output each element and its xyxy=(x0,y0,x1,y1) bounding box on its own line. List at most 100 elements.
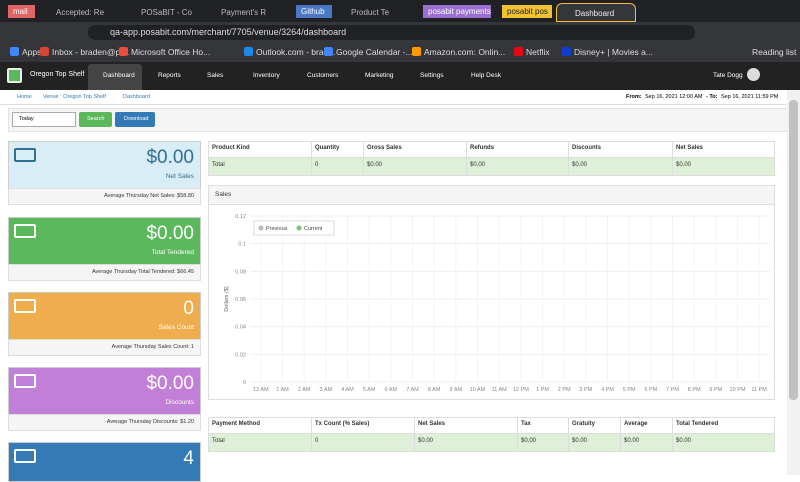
url-text[interactable]: qa-app.posabit.com/merchant/7705/venue/3… xyxy=(110,27,347,37)
bookmark-icon[interactable] xyxy=(40,47,49,56)
col-line xyxy=(466,141,467,176)
avatar[interactable] xyxy=(747,68,760,81)
table-header: Gratuity xyxy=(572,421,596,427)
bookmark[interactable]: Google Calendar -... xyxy=(336,47,413,57)
x-tick-label: 3 AM xyxy=(320,387,333,393)
x-tick-label: 3 PM xyxy=(579,387,592,393)
bookmark[interactable]: Apps xyxy=(22,47,42,57)
card-label: Net Sales xyxy=(165,173,194,180)
table-header: Net Sales xyxy=(676,145,704,151)
x-tick-label: 1 PM xyxy=(536,387,549,393)
bookmark[interactable]: Netflix xyxy=(526,47,550,57)
total-row xyxy=(209,158,774,175)
table-header: Discounts xyxy=(572,145,602,151)
col-line xyxy=(620,417,621,452)
table-cell: $0.00 xyxy=(470,162,486,168)
download-button[interactable]: Download xyxy=(115,112,155,127)
col-line xyxy=(672,141,673,176)
bookmark-icon[interactable] xyxy=(10,47,19,56)
card-icon xyxy=(14,449,36,463)
search-button[interactable]: Search xyxy=(79,112,112,127)
breadcrumb-item[interactable]: Dashboard xyxy=(123,94,150,100)
nav-item[interactable]: Help Desk xyxy=(471,72,501,79)
browser-tab[interactable]: Payment's R xyxy=(221,8,267,17)
legend-box xyxy=(253,220,335,236)
panel xyxy=(208,185,775,400)
col-line xyxy=(311,417,312,452)
bookmark-icon[interactable] xyxy=(119,47,128,56)
x-tick-label: 9 AM xyxy=(450,387,463,393)
bookmark[interactable]: Microsoft Office Ho... xyxy=(131,47,211,57)
address-bar[interactable] xyxy=(88,25,695,40)
reading-list[interactable]: Reading list xyxy=(752,47,797,57)
nav-item[interactable]: Marketing xyxy=(365,72,394,79)
card-icon xyxy=(14,224,36,238)
card-value: 0 xyxy=(183,298,194,319)
x-tick-label: 1 AM xyxy=(276,387,289,393)
bookmark-icon[interactable] xyxy=(412,47,421,56)
card-footer xyxy=(8,188,201,205)
nav-active-bg xyxy=(88,64,142,90)
breadcrumb-item[interactable]: Venue : Oregon Top Shelf xyxy=(43,94,106,100)
bookmark-icon[interactable] xyxy=(562,47,571,56)
x-tick-label: 9 PM xyxy=(709,387,722,393)
bookmark[interactable]: Amazon.com: Onlin... xyxy=(424,47,506,57)
period-select[interactable]: Today xyxy=(12,112,76,127)
browser-tab[interactable]: Dashboard xyxy=(556,3,636,22)
x-tick-label: 11 PM xyxy=(751,387,767,393)
browser-tab[interactable]: posabit pos xyxy=(502,5,552,18)
card-label: Sales Count xyxy=(158,324,194,331)
y-tick-label: 0.04 xyxy=(235,325,246,331)
panel-title: Sales xyxy=(215,191,232,198)
browser-tab[interactable]: mail xyxy=(8,5,35,18)
x-tick-label: 11 AM xyxy=(492,387,508,393)
y-tick-label: 0.12 xyxy=(235,214,246,220)
card-value: $0.00 xyxy=(146,373,194,394)
date-value: Sep 16, 2021 12:00 AM xyxy=(645,94,703,100)
table-cell: Total xyxy=(212,438,225,444)
card-footer-text: Average Thursday Sales Count: 1 xyxy=(111,344,194,350)
nav-item[interactable]: Customers xyxy=(307,72,339,79)
logo[interactable] xyxy=(7,68,22,83)
row-line xyxy=(208,433,775,434)
browser-tab[interactable]: Accepted: Re xyxy=(56,8,105,17)
bookmark[interactable]: Outlook.com - brad... xyxy=(256,47,336,57)
nav-item[interactable]: Reports xyxy=(158,72,181,79)
nav-item[interactable]: Settings xyxy=(420,72,444,79)
date-value: Sep 16, 2021 11:59 PM xyxy=(721,94,779,100)
x-tick-label: 7 PM xyxy=(666,387,679,393)
breadcrumb-item[interactable]: Home xyxy=(17,94,32,100)
nav-item[interactable]: Sales xyxy=(207,72,224,79)
sales-chart: 0.12 0.1 0.08 0.06 0.04 0.02 0 12 AM 1 AM 2 AM 3 A… xyxy=(224,214,770,393)
card-value: 4 xyxy=(183,448,194,469)
browser-tab[interactable]: POSaBIT - Co xyxy=(141,8,192,17)
row-line xyxy=(208,157,775,158)
nav-item[interactable]: Dashboard xyxy=(103,72,135,79)
bookmark-icon[interactable] xyxy=(324,47,333,56)
nav-item[interactable]: Inventory xyxy=(253,72,280,79)
x-tick-label: 10 PM xyxy=(730,387,746,393)
user-name[interactable]: Tate Dogg xyxy=(713,72,743,79)
table-header: Net Sales xyxy=(418,421,446,427)
card-footer-text: Average Thursday Net Sales: $58.80 xyxy=(104,193,194,199)
bookmark-icon[interactable] xyxy=(514,47,523,56)
brand[interactable]: Oregon Top Shelf xyxy=(30,71,85,78)
table-cell: 0 xyxy=(315,438,319,444)
browser-tab[interactable]: Product Te xyxy=(351,8,390,17)
browser-tab[interactable]: posabit payments xyxy=(423,5,491,18)
x-tick-label: 4 PM xyxy=(601,387,614,393)
bookmark-icon[interactable] xyxy=(244,47,253,56)
table-header: Product Kind xyxy=(212,145,250,151)
table-cell: $0.00 xyxy=(572,438,588,444)
table xyxy=(208,141,775,176)
y-axis-label: Dollars ($) xyxy=(224,286,230,312)
scroll-thumb[interactable] xyxy=(789,100,798,400)
bookmark[interactable]: Disney+ | Movies a... xyxy=(574,47,653,57)
bookmark[interactable]: Inbox - braden@pl... xyxy=(52,47,130,57)
col-line xyxy=(672,417,673,452)
table-header: Total Tendered xyxy=(676,421,719,427)
browser-tab[interactable]: Github xyxy=(296,5,332,18)
table-header: Quantity xyxy=(315,145,340,151)
col-line xyxy=(363,141,364,176)
